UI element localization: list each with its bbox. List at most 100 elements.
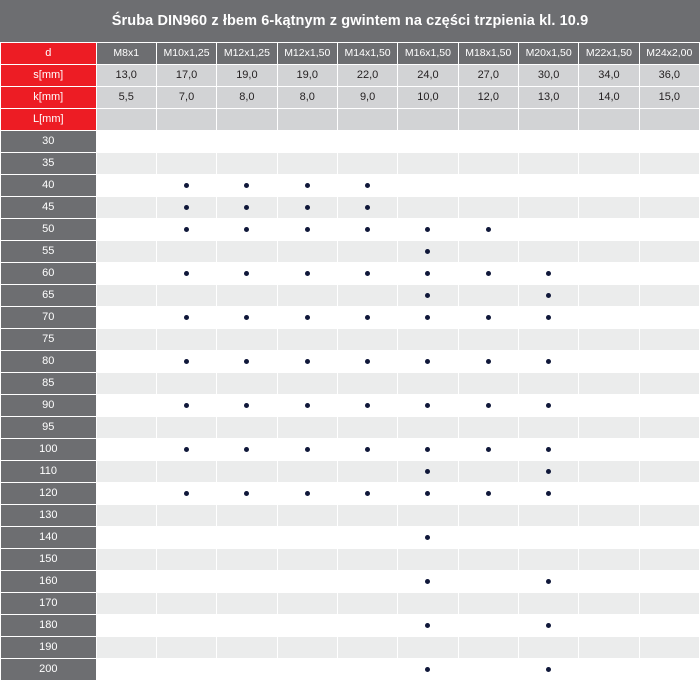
availability-cell-empty bbox=[337, 527, 398, 548]
length-row-label: 55 bbox=[1, 241, 96, 262]
availability-cell-empty bbox=[458, 373, 518, 394]
length-header-spacer-cell bbox=[96, 109, 156, 130]
availability-dot-icon-hidden bbox=[667, 139, 672, 144]
availability-dot-icon-hidden bbox=[425, 601, 430, 606]
availability-dot-icon-hidden bbox=[425, 557, 430, 562]
availability-dot-icon-hidden bbox=[486, 205, 491, 210]
availability-dot-icon-hidden bbox=[365, 645, 370, 650]
availability-cell-empty bbox=[639, 153, 699, 174]
availability-cell-marked bbox=[518, 439, 579, 460]
availability-dot-icon-hidden bbox=[486, 601, 491, 606]
availability-cell-empty bbox=[337, 505, 398, 526]
availability-cell-empty bbox=[217, 549, 277, 570]
availability-dot-icon-hidden bbox=[365, 139, 370, 144]
availability-dot-icon bbox=[425, 293, 431, 299]
spec-value-cell: 15,0 bbox=[639, 87, 699, 108]
availability-cell-empty bbox=[518, 197, 579, 218]
availability-dot-icon-hidden bbox=[606, 623, 611, 628]
availability-cell-empty bbox=[518, 131, 579, 152]
availability-cell-empty bbox=[217, 461, 277, 482]
availability-dot-icon-hidden bbox=[184, 425, 189, 430]
availability-dot-icon-hidden bbox=[124, 315, 129, 320]
availability-dot-icon-hidden bbox=[667, 425, 672, 430]
availability-cell-empty bbox=[398, 637, 458, 658]
availability-dot-icon bbox=[244, 227, 250, 233]
availability-cell-marked bbox=[156, 263, 217, 284]
availability-dot-icon bbox=[184, 491, 190, 497]
availability-cell-empty bbox=[337, 593, 398, 614]
availability-dot-icon bbox=[546, 359, 552, 365]
availability-dot-icon-hidden bbox=[124, 447, 129, 452]
availability-cell-marked bbox=[156, 175, 217, 196]
length-row-label: 35 bbox=[1, 153, 96, 174]
availability-cell-empty bbox=[217, 285, 277, 306]
availability-dot-icon-hidden bbox=[546, 205, 551, 210]
availability-dot-icon bbox=[485, 315, 491, 321]
availability-cell-empty bbox=[217, 153, 277, 174]
availability-cell-marked bbox=[156, 351, 217, 372]
availability-dot-icon-hidden bbox=[546, 227, 551, 232]
availability-cell-empty bbox=[639, 549, 699, 570]
availability-dot-icon-hidden bbox=[667, 381, 672, 386]
availability-cell-empty bbox=[277, 417, 337, 438]
availability-cell-empty bbox=[458, 329, 518, 350]
availability-dot-icon-hidden bbox=[425, 337, 430, 342]
availability-dot-icon-hidden bbox=[124, 403, 129, 408]
availability-cell-empty bbox=[579, 373, 639, 394]
availability-dot-icon-hidden bbox=[305, 667, 310, 672]
availability-cell-empty bbox=[579, 395, 639, 416]
availability-dot-icon-hidden bbox=[425, 513, 430, 518]
spec-row: s[mm] 13,0 17,0 19,0 19,0 22,0 24,0 27,0 30,0 34,… bbox=[1, 65, 699, 86]
availability-cell-empty bbox=[217, 615, 277, 636]
availability-cell-empty bbox=[277, 549, 337, 570]
spec-value-cell: 14,0 bbox=[579, 87, 639, 108]
availability-dot-icon-hidden bbox=[365, 557, 370, 562]
availability-cell-empty bbox=[337, 153, 398, 174]
availability-dot-icon-hidden bbox=[365, 469, 370, 474]
availability-dot-icon bbox=[184, 359, 190, 365]
availability-dot-icon-hidden bbox=[244, 535, 249, 540]
availability-cell-empty bbox=[579, 153, 639, 174]
availability-dot-icon-hidden bbox=[365, 161, 370, 166]
availability-dot-icon-hidden bbox=[244, 623, 249, 628]
length-header-spacer-cell bbox=[277, 109, 337, 130]
availability-cell-marked bbox=[277, 263, 337, 284]
availability-dot-icon bbox=[425, 359, 431, 365]
length-header-spacer-cell bbox=[156, 109, 217, 130]
availability-dot-icon bbox=[485, 491, 491, 497]
availability-cell-empty bbox=[337, 373, 398, 394]
length-row-label: 100 bbox=[1, 439, 96, 460]
availability-cell-empty bbox=[156, 571, 217, 592]
table-row: 75 bbox=[1, 329, 699, 350]
availability-cell-marked bbox=[156, 439, 217, 460]
availability-dot-icon bbox=[425, 271, 431, 277]
availability-cell-marked bbox=[217, 175, 277, 196]
availability-cell-marked bbox=[458, 439, 518, 460]
availability-dot-icon-hidden bbox=[124, 359, 129, 364]
availability-cell-empty bbox=[96, 263, 156, 284]
availability-cell-empty bbox=[518, 505, 579, 526]
availability-dot-icon-hidden bbox=[546, 381, 551, 386]
availability-cell-empty bbox=[579, 175, 639, 196]
availability-dot-icon bbox=[244, 491, 250, 497]
availability-cell-empty bbox=[96, 241, 156, 262]
availability-cell-empty bbox=[156, 153, 217, 174]
availability-cell-empty bbox=[337, 549, 398, 570]
availability-cell-empty bbox=[277, 131, 337, 152]
availability-cell-empty bbox=[96, 153, 156, 174]
availability-dot-icon-hidden bbox=[184, 667, 189, 672]
availability-cell-empty bbox=[639, 571, 699, 592]
availability-dot-icon bbox=[425, 469, 431, 475]
length-row-label: 70 bbox=[1, 307, 96, 328]
availability-dot-icon-hidden bbox=[606, 403, 611, 408]
availability-dot-icon-hidden bbox=[486, 557, 491, 562]
availability-dot-icon-hidden bbox=[486, 183, 491, 188]
availability-cell-marked bbox=[337, 395, 398, 416]
length-header-spacer-cell bbox=[217, 109, 277, 130]
availability-dot-icon bbox=[184, 205, 190, 211]
availability-cell-empty bbox=[337, 131, 398, 152]
availability-dot-icon bbox=[425, 667, 431, 673]
availability-cell-empty bbox=[579, 131, 639, 152]
availability-dot-icon-hidden bbox=[124, 469, 129, 474]
